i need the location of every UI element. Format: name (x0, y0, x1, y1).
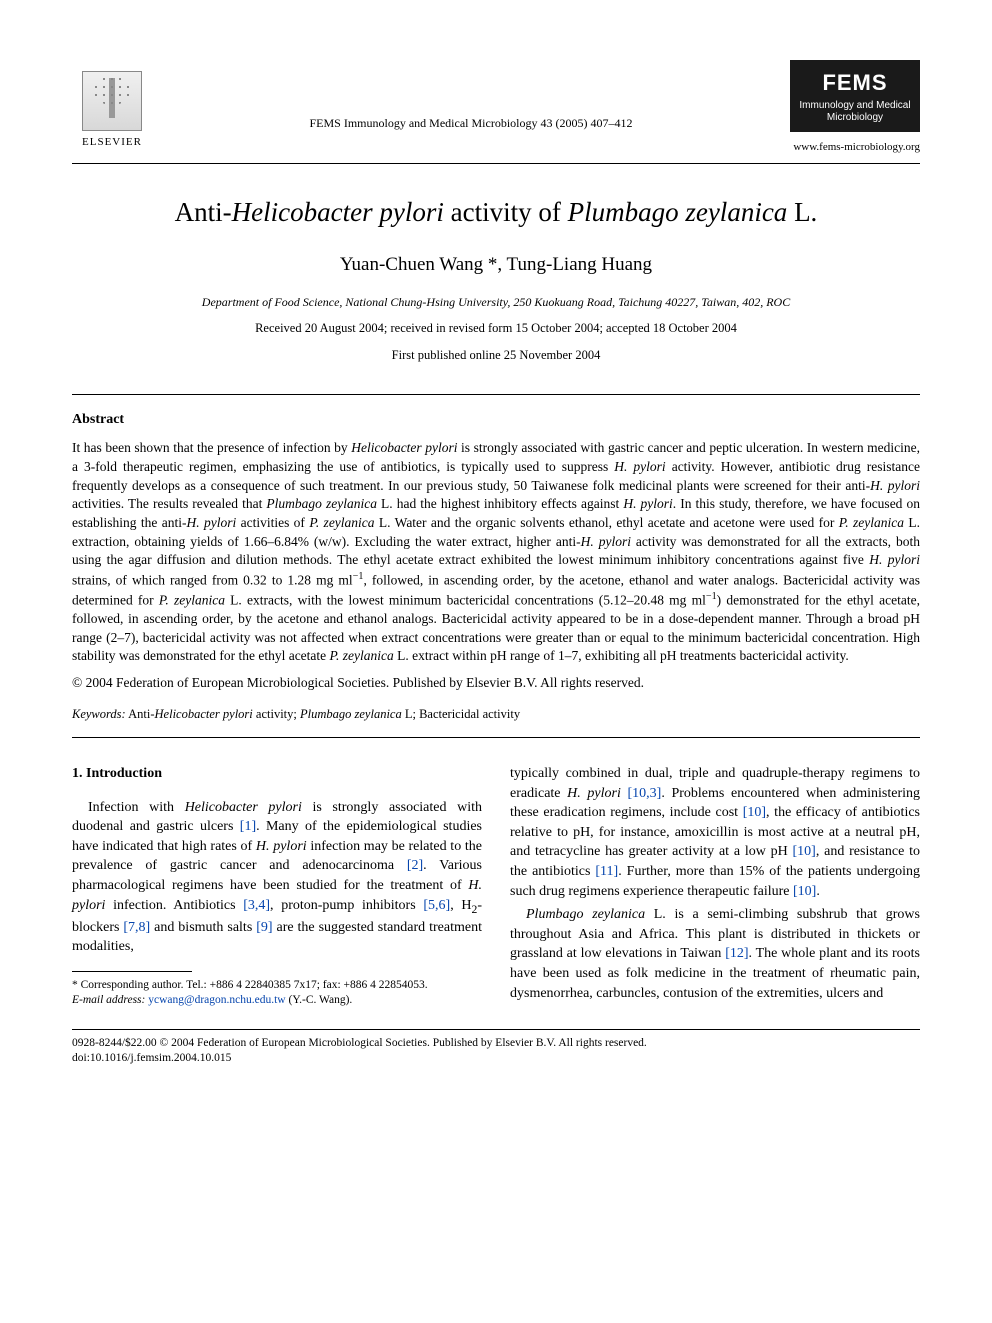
abstract-top-rule (72, 394, 920, 395)
footer-rule (72, 1029, 920, 1030)
column-left: 1. Introduction Infection with Helicobac… (72, 764, 482, 1009)
fems-box: FEMS Immunology and Medical Microbiology (790, 60, 920, 132)
footer-meta: 0928-8244/$22.00 © 2004 Federation of Eu… (72, 1036, 920, 1067)
first-published: First published online 25 November 2004 (72, 347, 920, 364)
title-species-2: Plumbago zeylanica (568, 197, 788, 227)
title-post: L. (787, 197, 817, 227)
title-species-1: Helicobacter pylori (232, 197, 444, 227)
keywords-label: Keywords: (72, 707, 126, 721)
received-dates: Received 20 August 2004; received in rev… (72, 320, 920, 337)
elsevier-label: ELSEVIER (82, 135, 142, 150)
footnote-corr: * Corresponding author. Tel.: +886 4 228… (72, 978, 482, 994)
section-heading: 1. Introduction (72, 764, 482, 784)
intro-para-1-cont: typically combined in dual, triple and q… (510, 764, 920, 901)
abstract-body: It has been shown that the presence of i… (72, 439, 920, 666)
header-rule (72, 163, 920, 164)
column-right: typically combined in dual, triple and q… (510, 764, 920, 1009)
footnote-email-suffix: (Y.-C. Wang). (288, 994, 352, 1006)
body-columns: 1. Introduction Infection with Helicobac… (72, 764, 920, 1009)
title-pre: Anti- (175, 197, 232, 227)
affiliation: Department of Food Science, National Chu… (72, 294, 920, 310)
journal-reference: FEMS Immunology and Medical Microbiology… (152, 115, 790, 131)
fems-url[interactable]: www.fems-microbiology.org (790, 140, 920, 155)
fems-acronym: FEMS (796, 68, 914, 98)
authors: Yuan-Chuen Wang *, Tung-Liang Huang (72, 252, 920, 278)
footnote-rule (72, 971, 192, 972)
footer-issn-copyright: 0928-8244/$22.00 © 2004 Federation of Eu… (72, 1036, 920, 1052)
intro-para-1: Infection with Helicobacter pylori is st… (72, 798, 482, 957)
abstract-heading: Abstract (72, 411, 920, 430)
keywords-text: Anti-Helicobacter pylori activity; Plumb… (126, 707, 520, 721)
page-header: ELSEVIER FEMS Immunology and Medical Mic… (72, 60, 920, 155)
footnote-email-label: E-mail address: (72, 994, 145, 1006)
corresponding-author-footnote: * Corresponding author. Tel.: +886 4 228… (72, 978, 482, 1009)
elsevier-logo: ELSEVIER (72, 60, 152, 150)
elsevier-tree-icon (82, 71, 142, 131)
title-mid: activity of (444, 197, 568, 227)
footer-doi: doi:10.1016/j.femsim.2004.10.015 (72, 1051, 920, 1067)
fems-logo-block: FEMS Immunology and Medical Microbiology… (790, 60, 920, 155)
footnote-email-link[interactable]: ycwang@dragon.nchu.edu.tw (148, 994, 285, 1006)
abstract-copyright: © 2004 Federation of European Microbiolo… (72, 674, 920, 692)
fems-subtitle: Immunology and Medical Microbiology (796, 100, 914, 124)
abstract-bottom-rule (72, 737, 920, 738)
article-title: Anti-Helicobacter pylori activity of Plu… (72, 194, 920, 230)
keywords: Keywords: Anti-Helicobacter pylori activ… (72, 706, 920, 723)
intro-para-2: Plumbago zeylanica L. is a semi-climbing… (510, 905, 920, 1003)
